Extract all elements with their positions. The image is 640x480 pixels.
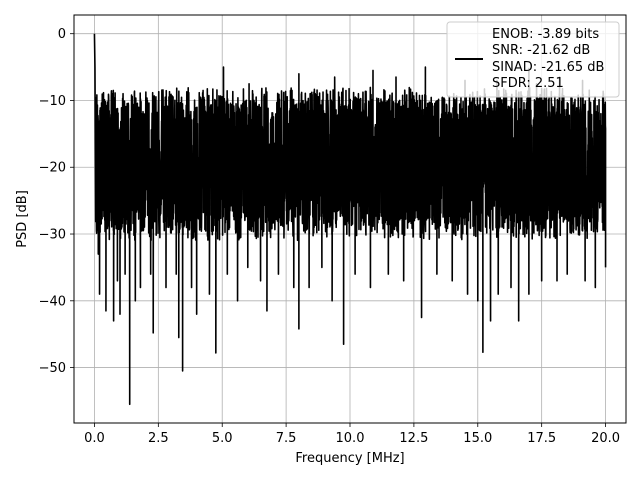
x-tick-label: 0.0 (84, 431, 105, 446)
x-tick-label: 12.5 (399, 431, 428, 446)
legend-snr: SNR: -21.62 dB (492, 43, 590, 58)
plot-area (93, 33, 607, 406)
x-tick-label: 15.0 (463, 431, 492, 446)
legend-sinad: SINAD: -21.65 dB (492, 60, 604, 75)
x-tick-label: 5.0 (212, 431, 233, 446)
legend-box (446, 21, 620, 98)
psd-series-line (93, 33, 607, 406)
y-axis-label: PSD [dB] (15, 190, 30, 248)
y-tick-label: −50 (39, 361, 66, 376)
y-axis-ticks: 0 −10 −20 −30 −40 −50 (39, 27, 74, 376)
legend: ENOB: -3.89 bits SNR: -21.62 dB SINAD: -… (446, 21, 620, 98)
x-tick-label: 10.0 (336, 431, 365, 446)
x-tick-label: 2.5 (148, 431, 169, 446)
y-tick-label: −10 (39, 94, 66, 109)
legend-sfdr: SFDR: 2.51 (492, 76, 564, 91)
y-tick-label: −20 (39, 161, 66, 176)
y-tick-label: 0 (58, 27, 66, 42)
x-tick-label: 17.5 (527, 431, 556, 446)
y-tick-label: −30 (39, 228, 66, 243)
x-axis-ticks: 0.0 2.5 5.0 7.5 10.0 12.5 15.0 17.5 20.0 (84, 423, 620, 446)
x-tick-label: 7.5 (276, 431, 297, 446)
x-tick-label: 20.0 (591, 431, 620, 446)
x-axis-label: Frequency [MHz] (295, 451, 404, 466)
y-tick-label: −40 (39, 294, 66, 309)
legend-enob: ENOB: -3.89 bits (492, 27, 599, 42)
